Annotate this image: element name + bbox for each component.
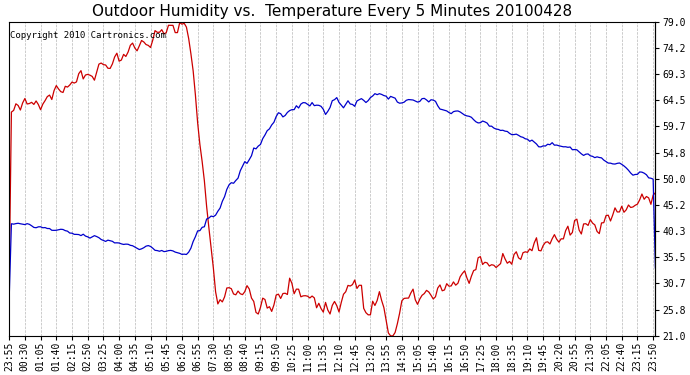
Title: Outdoor Humidity vs.  Temperature Every 5 Minutes 20100428: Outdoor Humidity vs. Temperature Every 5… bbox=[92, 4, 572, 19]
Text: Copyright 2010 Cartronics.com: Copyright 2010 Cartronics.com bbox=[10, 31, 166, 40]
